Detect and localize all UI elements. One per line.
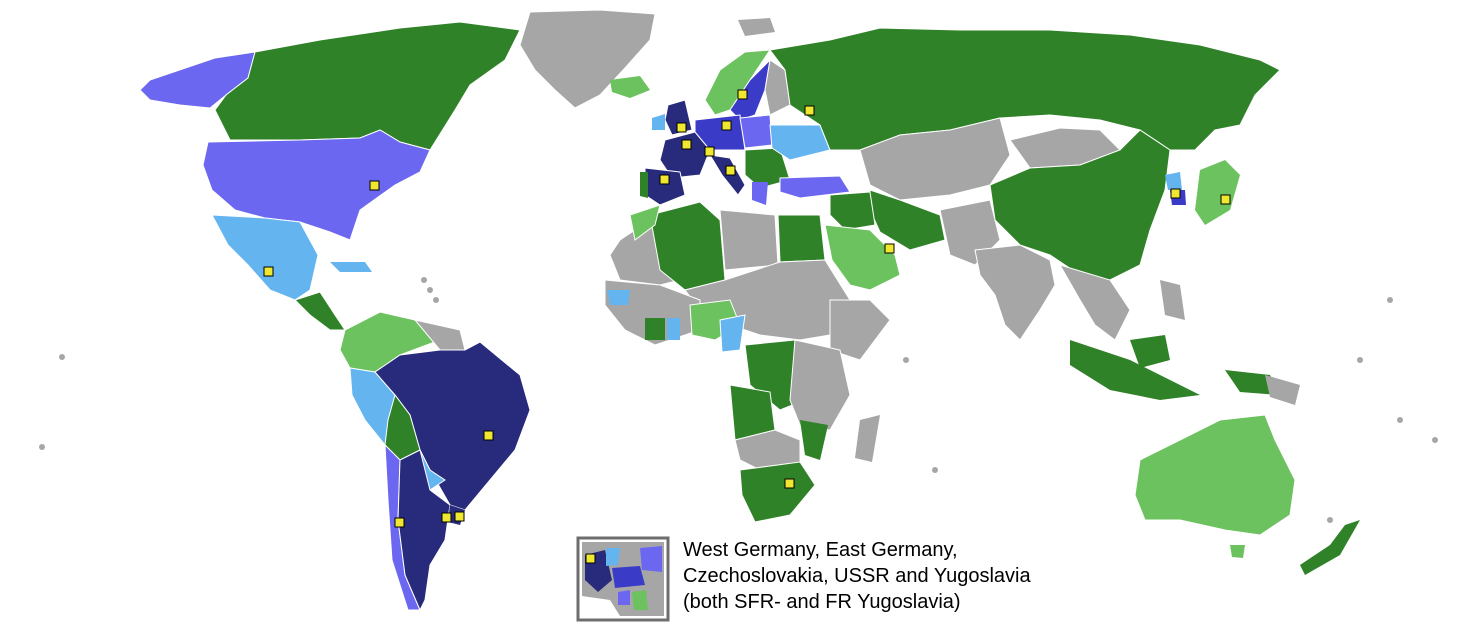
marker-japan bbox=[1220, 194, 1231, 205]
central-asia bbox=[859, 117, 1011, 201]
mozambique bbox=[800, 420, 828, 460]
marker-spain bbox=[659, 174, 670, 185]
marker-sweden bbox=[737, 89, 748, 100]
ukraine bbox=[769, 124, 831, 161]
marker-korea bbox=[1170, 188, 1181, 199]
legend-note-line-1: West Germany, East Germany, bbox=[683, 539, 958, 561]
indonesia bbox=[1070, 340, 1200, 400]
greece bbox=[752, 182, 768, 205]
senegal bbox=[607, 290, 630, 305]
norway bbox=[704, 49, 771, 116]
ireland bbox=[652, 114, 665, 130]
india bbox=[974, 244, 1056, 341]
east-africa bbox=[789, 339, 851, 431]
egypt bbox=[777, 214, 826, 263]
arctic-islands bbox=[738, 18, 775, 36]
usa bbox=[202, 129, 431, 241]
ivory-coast bbox=[645, 318, 665, 340]
marker-south-africa bbox=[784, 478, 795, 489]
horn-of-africa bbox=[829, 299, 891, 361]
papua-new-guinea bbox=[1265, 375, 1300, 405]
marker-germany bbox=[721, 120, 732, 131]
europe-inset bbox=[576, 536, 670, 622]
japan bbox=[1195, 160, 1240, 225]
marker-qatar bbox=[884, 243, 895, 254]
mexico bbox=[211, 214, 319, 301]
korea-north bbox=[1165, 172, 1182, 190]
marker-france bbox=[681, 139, 692, 150]
inset-marker bbox=[585, 553, 596, 564]
legend-note-line-3: (both SFR- and FR Yugoslavia) bbox=[683, 591, 961, 613]
marker-usa bbox=[369, 180, 380, 191]
libya bbox=[719, 209, 779, 271]
southeast-asia bbox=[1058, 264, 1131, 341]
ghana bbox=[667, 318, 680, 340]
finland bbox=[764, 59, 791, 116]
turkey bbox=[779, 175, 851, 199]
small-islands bbox=[39, 277, 1438, 523]
tasmania bbox=[1230, 545, 1245, 558]
poland bbox=[739, 114, 773, 149]
australia bbox=[1134, 414, 1296, 536]
portugal bbox=[640, 172, 648, 198]
marker-brazil bbox=[483, 430, 494, 441]
marker-uruguay bbox=[441, 512, 452, 523]
cuba bbox=[330, 262, 372, 272]
madagascar bbox=[855, 415, 880, 462]
marker-argentina bbox=[454, 511, 465, 522]
borneo bbox=[1130, 335, 1170, 368]
marker-mexico bbox=[263, 266, 274, 277]
marker-italy bbox=[725, 165, 736, 176]
greenland bbox=[519, 9, 656, 109]
saudi-arabia bbox=[824, 224, 901, 291]
russia bbox=[769, 27, 1281, 151]
morocco bbox=[629, 204, 661, 241]
new-zealand bbox=[1300, 520, 1360, 575]
china bbox=[989, 129, 1171, 281]
host-markers bbox=[263, 89, 1231, 528]
argentina bbox=[397, 449, 451, 612]
iceland bbox=[610, 76, 650, 98]
alaska bbox=[139, 51, 256, 109]
legend-note-line-2: Czechoslovakia, USSR and Yugoslavia bbox=[683, 565, 1031, 587]
south-africa bbox=[739, 461, 816, 523]
marker-chile bbox=[394, 517, 405, 528]
legend-note: West Germany, East Germany, Czechoslovak… bbox=[683, 537, 1083, 615]
marker-england bbox=[676, 122, 687, 133]
iraq-syria bbox=[829, 191, 876, 231]
philippines bbox=[1160, 280, 1185, 320]
marker-switzerland bbox=[704, 146, 715, 157]
marker-russia bbox=[804, 105, 815, 116]
germany-benelux bbox=[694, 114, 746, 151]
cameroon bbox=[719, 314, 746, 353]
